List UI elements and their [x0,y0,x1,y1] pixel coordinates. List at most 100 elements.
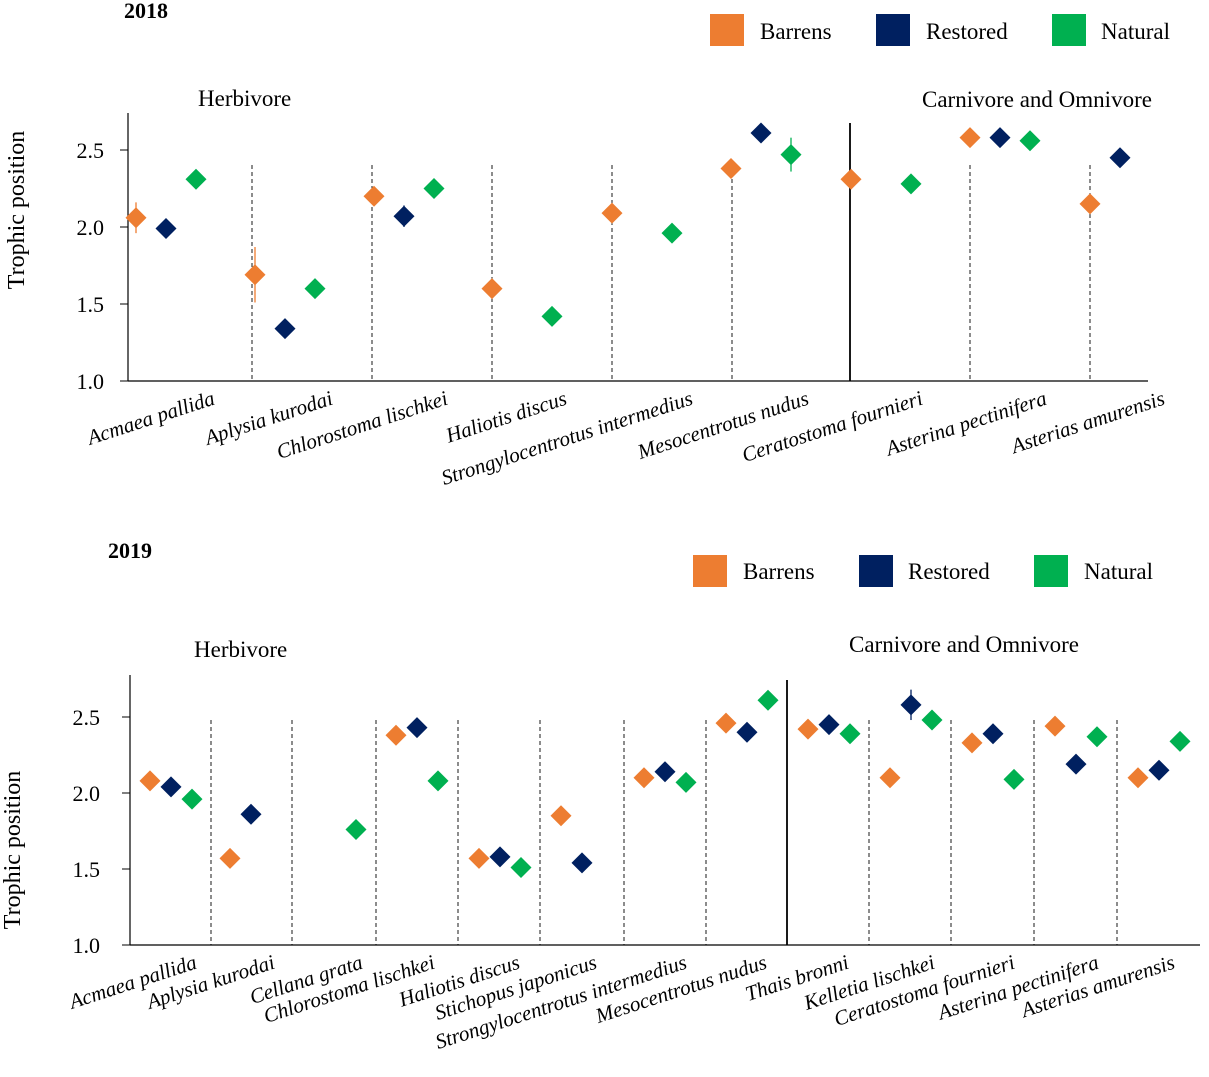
data-point-natural [757,689,779,711]
data-point-restored [406,717,428,739]
data-point-barrens [219,847,241,869]
data-point-barrens [468,847,490,869]
legend-2019: Barrens Restored Natural [693,555,1153,587]
legend-2018: Barrens Restored Natural [710,14,1170,46]
data-point-barrens [959,127,981,149]
data-point-natural [181,788,203,810]
data-point-restored [900,694,922,716]
y-tick-label: 1.5 [77,292,105,317]
data-point-restored [489,846,511,868]
data-point-barrens [385,724,407,746]
data-point-natural [185,168,207,190]
legend-swatch-natural [1052,14,1086,46]
data-point-barrens [1044,715,1066,737]
data-point-restored [654,761,676,783]
data-point-natural [1169,730,1191,752]
group-label-herbivore: Herbivore [198,86,291,111]
data-points-2019 [139,689,1191,878]
data-point-restored [1109,147,1131,169]
data-point-barrens [1127,767,1149,789]
data-point-barrens [797,718,819,740]
data-point-barrens [125,207,147,229]
data-point-natural [780,144,802,166]
data-point-natural [427,770,449,792]
data-point-natural [1019,130,1041,152]
data-point-barrens [363,185,385,207]
data-point-natural [541,305,563,327]
data-point-barrens [633,767,655,789]
data-point-barrens [840,168,862,190]
data-point-restored [1065,753,1087,775]
y-tick-labels: 1.0 1.5 2.0 2.5 [73,705,101,958]
data-point-restored [1148,759,1170,781]
y-tick-label: 2.5 [73,705,101,730]
data-point-natural [1003,768,1025,790]
category-dividers-2019 [210,680,1118,945]
legend-label-barrens: Barrens [743,559,815,584]
data-point-restored [736,721,758,743]
legend-swatch-barrens [693,555,727,587]
y-tick-label: 2.5 [77,138,105,163]
legend-label-restored: Restored [908,559,990,584]
group-label-carnivore-omnivore: Carnivore and Omnivore [922,87,1152,112]
legend-swatch-restored [876,14,910,46]
y-axis-label: Trophic position [4,131,30,289]
data-points-2018 [125,122,1131,340]
data-point-barrens [1079,193,1101,215]
data-point-restored [982,723,1004,745]
data-point-barrens [139,770,161,792]
data-point-natural [900,173,922,195]
legend-swatch-restored [859,555,893,587]
category-labels-2018: Acmaea pallida Aplysia kurodai Chlorosto… [82,386,1167,490]
data-point-natural [661,222,683,244]
legend-label-natural: Natural [1084,559,1153,584]
data-point-natural [423,178,445,199]
y-tick-labels: 1.0 1.5 2.0 2.5 [77,138,105,394]
y-tick-label: 1.5 [73,857,101,882]
category-labels-2019: Acmaea pallida Aplysia kurodai Cellana g… [64,950,1177,1054]
y-tick-label: 1.0 [77,369,105,394]
panel-title-2018: 2018 [124,0,168,23]
data-point-barrens [879,767,901,789]
y-tick-label: 2.0 [73,781,101,806]
data-point-natural [921,709,943,731]
panel-title-2019: 2019 [108,538,152,563]
data-point-natural [675,771,697,793]
y-tick-label: 2.0 [77,215,105,240]
data-point-barrens [720,157,742,179]
category-label: Acmaea pallida [82,386,217,450]
legend-label-barrens: Barrens [760,19,832,44]
category-dividers-2018 [251,123,1091,381]
data-point-barrens [961,732,983,754]
data-point-natural [345,818,367,840]
data-point-natural [1086,726,1108,748]
group-label-herbivore: Herbivore [194,637,287,662]
data-point-barrens [601,202,623,224]
panel-2019: 2019 Barrens Restored Natural Herbivore … [0,538,1200,1054]
legend-swatch-natural [1034,555,1068,587]
data-point-restored [160,776,182,798]
legend-label-restored: Restored [926,19,1008,44]
y-axis-label: Trophic position [0,771,26,929]
panel-2018: 2018 Barrens Restored Natural Herbivore … [4,0,1170,490]
data-point-restored [571,852,593,874]
data-point-restored [240,803,262,825]
data-point-barrens [550,805,572,827]
group-label-carnivore-omnivore: Carnivore and Omnivore [849,632,1079,657]
data-point-natural [839,723,861,745]
legend-swatch-barrens [710,14,744,46]
y-tick-label: 1.0 [73,933,101,958]
data-point-barrens [481,278,503,300]
data-point-restored [750,122,772,144]
data-point-natural [510,856,532,878]
data-point-restored [989,127,1011,149]
data-point-barrens [715,712,737,734]
data-point-restored [155,218,177,240]
legend-label-natural: Natural [1101,19,1170,44]
data-point-restored [393,205,415,227]
data-point-restored [274,318,296,340]
data-point-natural [304,278,326,300]
data-point-barrens [244,264,266,286]
data-point-restored [818,714,840,736]
